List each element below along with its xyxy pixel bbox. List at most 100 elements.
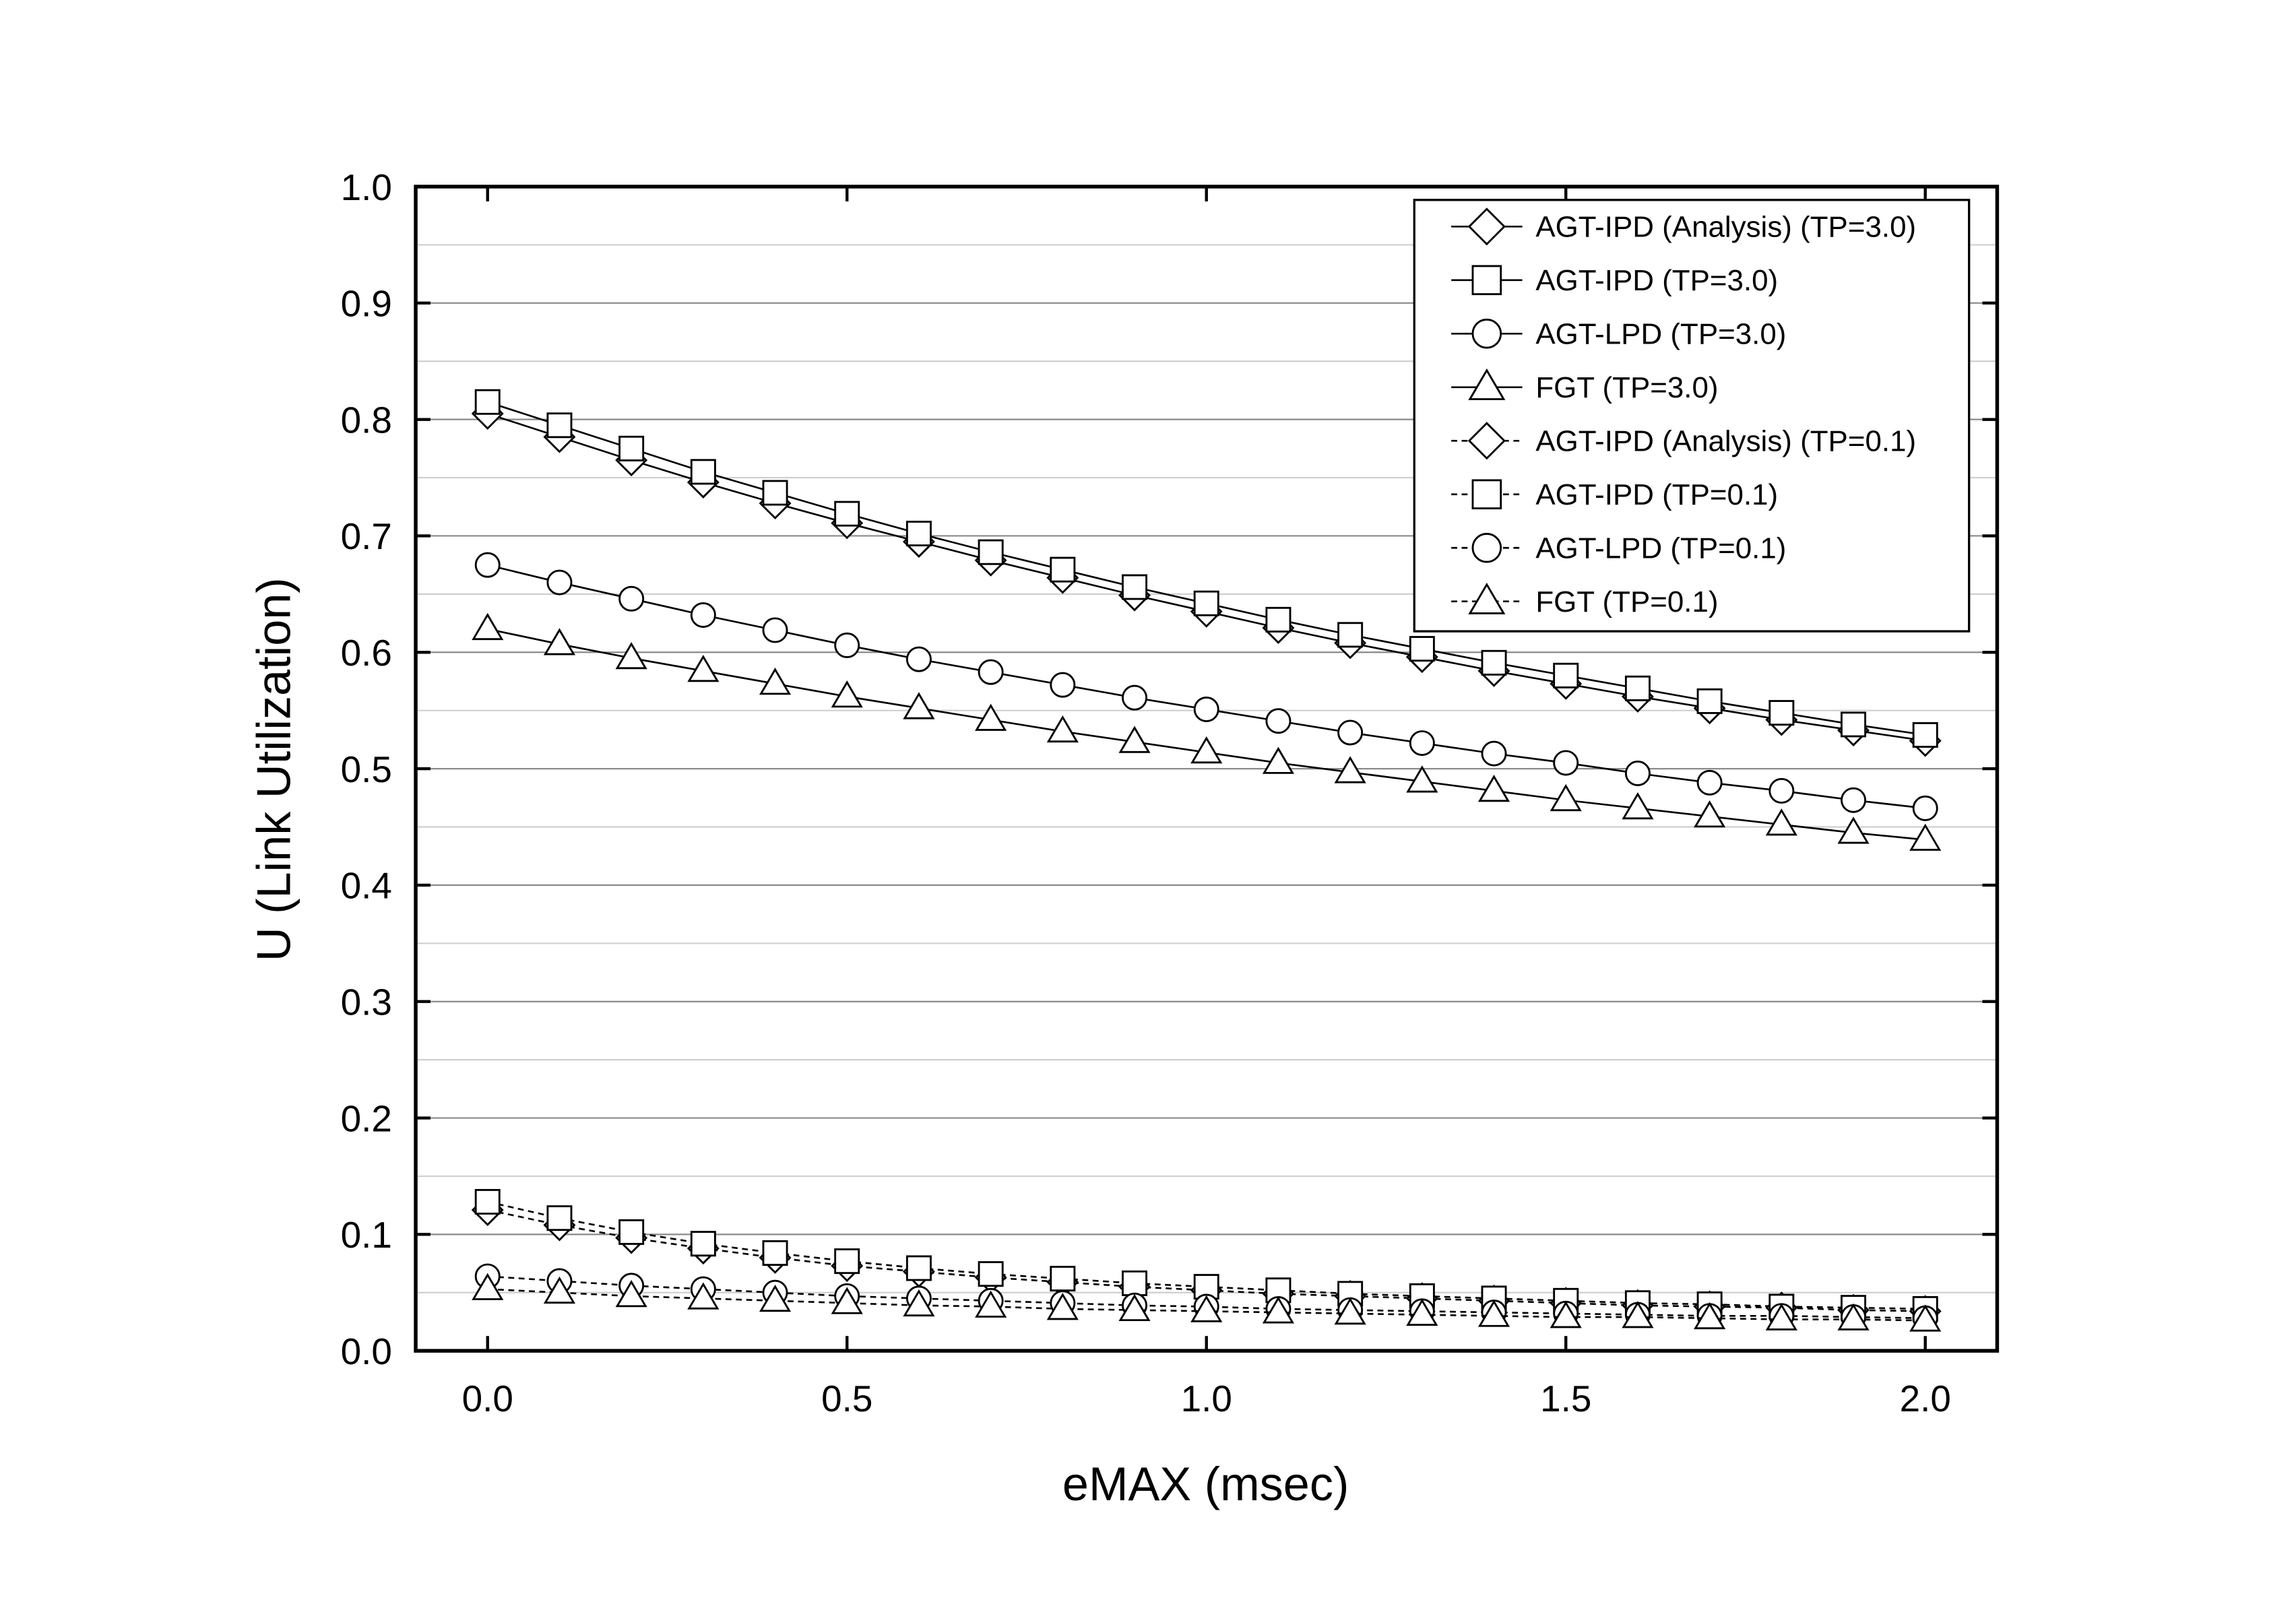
data-point xyxy=(690,1231,716,1257)
data-point xyxy=(1265,606,1292,633)
legend-label: AGT-IPD (Analysis) (TP=3.0) xyxy=(1535,211,1916,244)
data-point xyxy=(1768,700,1795,726)
data-point xyxy=(831,680,863,708)
y-tick-label: 0.8 xyxy=(341,399,392,441)
data-point xyxy=(759,668,792,695)
data-point xyxy=(1409,636,1435,662)
data-point xyxy=(1409,730,1435,757)
data-point xyxy=(1334,1297,1366,1325)
legend-marker xyxy=(1467,207,1506,246)
data-point xyxy=(978,1261,1004,1287)
x-tick-label: 2.0 xyxy=(1900,1378,1951,1419)
data-point xyxy=(472,612,504,641)
data-point xyxy=(905,646,932,672)
data-point xyxy=(687,1282,720,1310)
data-point xyxy=(762,480,788,506)
data-point xyxy=(543,628,576,655)
data-point xyxy=(1841,711,1867,738)
legend-marker xyxy=(1468,368,1506,400)
data-point xyxy=(1624,675,1651,701)
data-point xyxy=(1481,740,1507,767)
data-point xyxy=(1841,787,1867,813)
legend-box xyxy=(1413,199,1971,633)
data-point xyxy=(905,521,932,546)
data-point xyxy=(1050,1266,1076,1292)
y-tick-label: 0.9 xyxy=(341,283,392,325)
x-tick-label: 0.5 xyxy=(821,1378,872,1419)
data-point xyxy=(690,459,716,485)
data-point xyxy=(1193,590,1219,616)
data-point xyxy=(1553,662,1579,688)
data-point xyxy=(1118,726,1151,753)
data-point xyxy=(1122,684,1148,711)
data-point xyxy=(834,1248,860,1275)
data-point xyxy=(474,389,501,415)
y-tick-label: 0.6 xyxy=(341,632,392,674)
y-tick-label: 0.0 xyxy=(341,1330,392,1372)
data-point xyxy=(1912,795,1938,821)
data-point xyxy=(543,1276,576,1304)
x-tick-label: 1.5 xyxy=(1540,1378,1591,1419)
y-tick-label: 0.1 xyxy=(341,1214,392,1256)
legend-marker xyxy=(1468,582,1506,614)
data-point xyxy=(546,412,573,439)
data-point xyxy=(1337,622,1364,648)
data-point xyxy=(903,692,935,719)
data-point xyxy=(1622,792,1654,820)
data-point xyxy=(1765,1303,1797,1330)
data-point xyxy=(1122,574,1148,600)
data-point xyxy=(690,602,716,628)
legend-label: FGT (TP=3.0) xyxy=(1535,371,1718,404)
legend-marker xyxy=(1471,532,1502,563)
data-point xyxy=(1046,715,1079,743)
data-point xyxy=(1624,761,1651,786)
legend-label: AGT-LPD (TP=0.1) xyxy=(1535,532,1786,565)
data-point xyxy=(474,1188,501,1215)
data-point xyxy=(618,585,645,612)
legend-label: FGT (TP=0.1) xyxy=(1535,585,1718,618)
data-point xyxy=(905,1255,932,1281)
data-point xyxy=(1481,649,1507,676)
data-point xyxy=(1406,1298,1438,1326)
legend-marker xyxy=(1471,479,1502,510)
y-tick-label: 0.7 xyxy=(341,515,392,557)
data-point xyxy=(1122,1270,1148,1296)
y-axis-title: U (Link Utilization) xyxy=(247,577,300,961)
data-point xyxy=(615,642,647,670)
data-point xyxy=(1050,672,1076,698)
data-point xyxy=(975,1290,1007,1318)
data-point xyxy=(759,1284,792,1312)
x-tick-label: 0.0 xyxy=(462,1378,513,1419)
data-point xyxy=(1765,808,1797,836)
data-point xyxy=(1193,696,1219,722)
data-point xyxy=(546,1205,573,1231)
data-point xyxy=(903,1289,935,1317)
data-point xyxy=(1837,816,1870,844)
legend-marker xyxy=(1467,422,1506,460)
data-point xyxy=(1406,765,1438,793)
data-point xyxy=(978,659,1004,685)
x-axis-title: eMAX (msec) xyxy=(1062,1457,1349,1510)
data-point xyxy=(618,1219,645,1245)
data-point xyxy=(762,1240,788,1266)
data-point xyxy=(1050,556,1076,583)
data-point xyxy=(1262,1296,1295,1324)
data-point xyxy=(1190,736,1223,764)
data-point xyxy=(831,1287,863,1314)
data-point xyxy=(975,703,1007,731)
y-tick-label: 0.5 xyxy=(341,748,392,790)
data-point xyxy=(687,655,720,682)
y-tick-label: 1.0 xyxy=(341,166,392,208)
data-point xyxy=(1696,769,1723,796)
data-point xyxy=(978,539,1004,565)
data-point xyxy=(1477,1300,1510,1327)
y-tick-label: 0.4 xyxy=(341,865,392,907)
legend-marker xyxy=(1471,318,1502,349)
data-point xyxy=(472,1273,504,1300)
data-point xyxy=(1694,1302,1726,1330)
legend-label: AGT-IPD (TP=0.1) xyxy=(1535,478,1778,511)
legend-marker xyxy=(1471,265,1502,296)
data-point xyxy=(1696,688,1723,714)
y-tick-label: 0.2 xyxy=(341,1097,392,1139)
